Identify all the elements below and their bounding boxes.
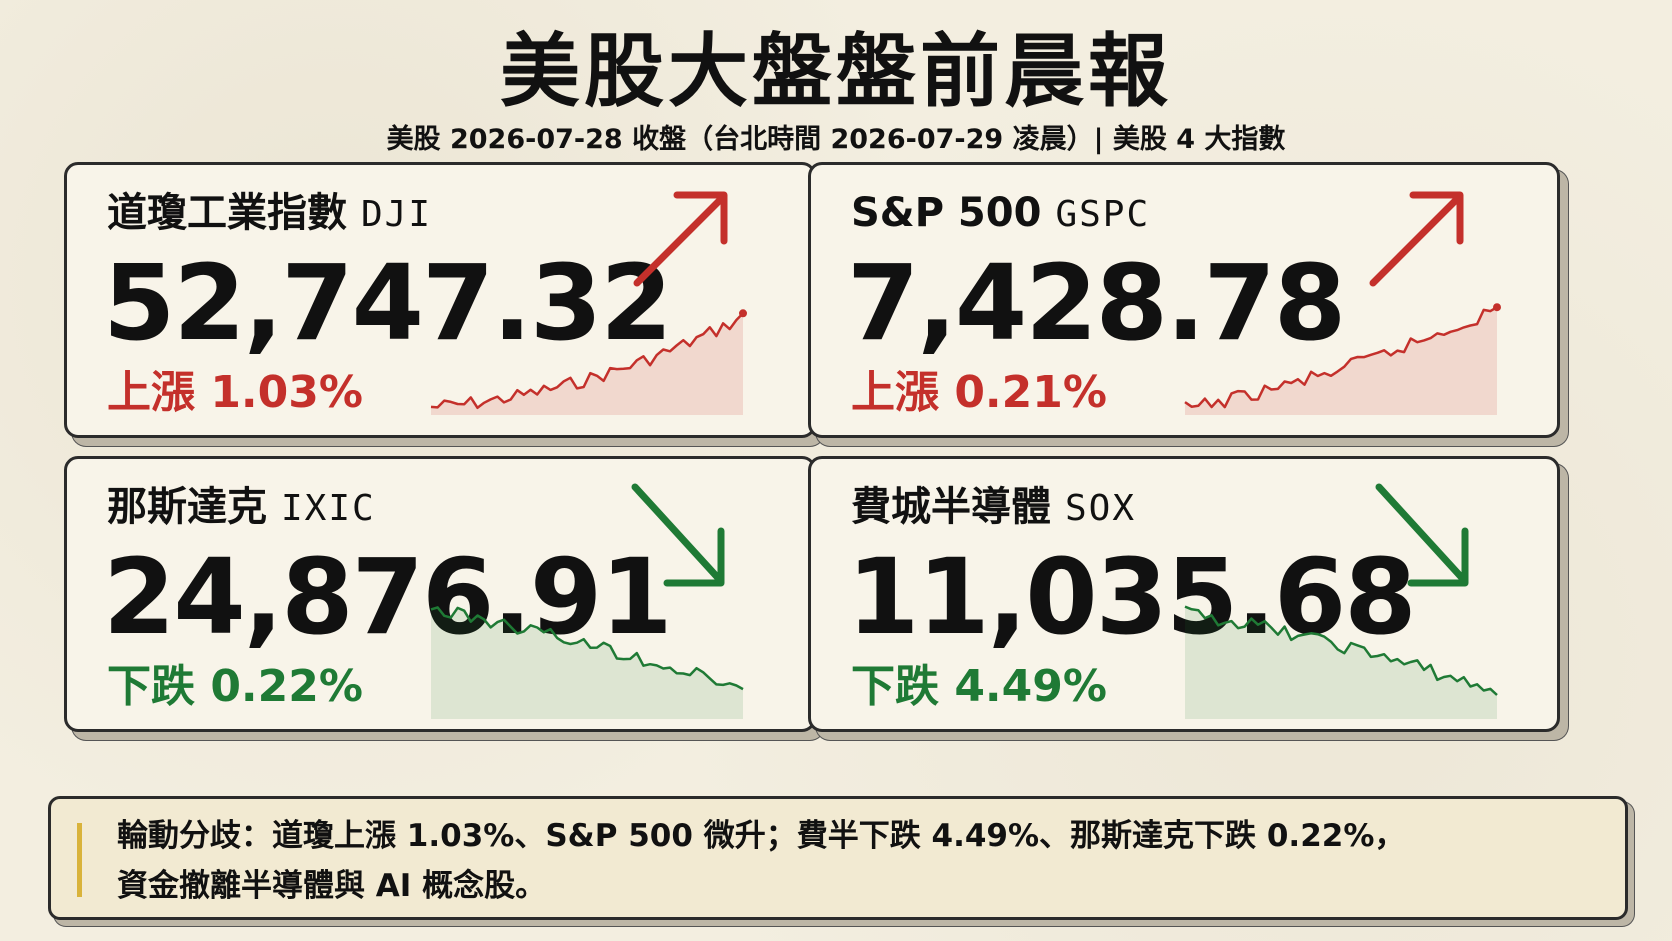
- down-arrow-icon: [631, 483, 725, 587]
- index-code: DJI: [361, 194, 433, 235]
- index-change: 下跌 4.49%: [851, 661, 1107, 712]
- index-code: GSPC: [1055, 194, 1151, 235]
- index-name: 費城半導體 SOX: [851, 481, 1136, 535]
- sparkline-area: [1185, 606, 1497, 719]
- sparkline-end-dot: [739, 309, 747, 318]
- sparkline-area: [431, 313, 743, 415]
- index-name-text: 道瓊工業指數: [107, 190, 347, 236]
- sparkline-chart: [1184, 303, 1501, 415]
- sparkline-area: [1185, 307, 1497, 415]
- index-value: 52,747.32: [103, 242, 673, 364]
- index-name: S&P 500 GSPC: [851, 187, 1150, 241]
- index-name-text: S&P 500: [851, 190, 1042, 236]
- index-name: 那斯達克 IXIC: [107, 481, 376, 535]
- down-arrow-icon: [1375, 483, 1469, 587]
- note-line-2: 資金撤離半導體與 AI 概念股。: [117, 868, 547, 904]
- sparkline-chart: [430, 606, 744, 719]
- note-text: 輪動分歧：道瓊上漲 1.03%、S&P 500 微升；費半下跌 4.49%、那斯…: [117, 811, 1597, 911]
- up-arrow-icon: [633, 191, 728, 287]
- index-code: SOX: [1065, 488, 1137, 529]
- index-change: 上漲 1.03%: [107, 367, 363, 418]
- sparkline-end-dot: [1493, 303, 1501, 312]
- page-title: 美股大盤盤前晨報: [500, 25, 1172, 118]
- index-value: 11,035.68: [847, 536, 1417, 658]
- index-code: IXIC: [281, 488, 376, 529]
- sparkline-line: [1184, 605, 1498, 696]
- index-card-dji: 道瓊工業指數 DJI 52,747.32 上漲 1.03%: [64, 162, 816, 438]
- index-value: 24,876.91: [103, 536, 673, 658]
- up-arrow-icon: [1369, 191, 1464, 287]
- sparkline-line: [1184, 306, 1498, 409]
- sparkline-chart: [430, 309, 747, 415]
- sparkline-chart: [1184, 605, 1498, 719]
- index-name: 道瓊工業指數 DJI: [107, 187, 432, 241]
- index-change: 下跌 0.22%: [107, 661, 363, 712]
- index-card-gspc: S&P 500 GSPC 7,428.78 上漲 0.21%: [808, 162, 1560, 438]
- index-value: 7,428.78: [847, 242, 1346, 364]
- index-card-ixic: 那斯達克 IXIC 24,876.91 下跌 0.22%: [64, 456, 816, 732]
- index-change: 上漲 0.21%: [851, 367, 1107, 418]
- note-accent-bar: [77, 823, 82, 897]
- index-name-text: 費城半導體: [851, 484, 1051, 530]
- index-card-sox: 費城半導體 SOX 11,035.68 下跌 4.49%: [808, 456, 1560, 732]
- sparkline-area: [431, 607, 743, 719]
- summary-note: 輪動分歧：道瓊上漲 1.03%、S&P 500 微升；費半下跌 4.49%、那斯…: [48, 796, 1628, 920]
- sparkline-line: [430, 312, 744, 410]
- index-name-text: 那斯達克: [107, 484, 267, 530]
- page-subtitle: 美股 2026-07-28 收盤（台北時間 2026-07-29 凌晨）| 美股…: [386, 124, 1286, 155]
- sparkline-line: [430, 606, 744, 691]
- note-line-1: 輪動分歧：道瓊上漲 1.03%、S&P 500 微升；費半下跌 4.49%、那斯…: [117, 818, 1406, 854]
